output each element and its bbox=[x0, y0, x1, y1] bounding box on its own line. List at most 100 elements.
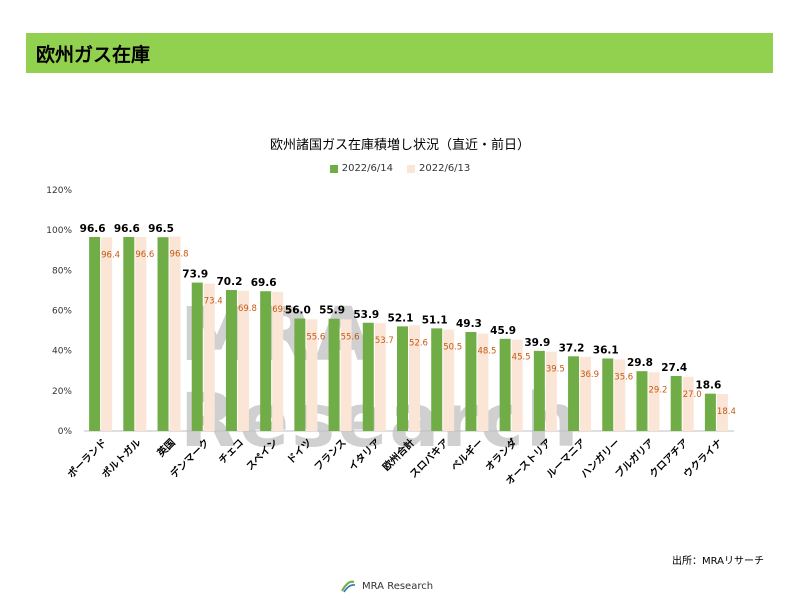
x-tick-label: オランダ bbox=[482, 436, 519, 473]
data-label-series-1: 73.9 bbox=[182, 269, 208, 281]
data-label-series-1: 27.4 bbox=[661, 362, 687, 374]
bar-series-2 bbox=[306, 319, 318, 431]
data-label-series-2: 96.4 bbox=[101, 250, 120, 260]
data-label-series-1: 52.1 bbox=[388, 312, 414, 324]
bar-series-1 bbox=[157, 237, 169, 431]
legend-swatch-series-1 bbox=[329, 164, 338, 173]
bar-series-2 bbox=[648, 372, 660, 431]
bar-series-1 bbox=[568, 356, 580, 431]
data-label-series-2: 48.5 bbox=[477, 347, 496, 357]
legend-item-series-1: 2022/6/14 bbox=[329, 163, 393, 174]
legend-label-series-2: 2022/6/13 bbox=[419, 163, 471, 174]
y-tick-label: 100% bbox=[46, 226, 72, 236]
bar-series-1 bbox=[465, 331, 477, 431]
y-tick-label: 40% bbox=[52, 347, 72, 357]
bar-series-2 bbox=[272, 291, 284, 431]
bar-series-1 bbox=[225, 290, 237, 431]
footer-brand: MRA Research bbox=[362, 580, 434, 592]
bar-series-1 bbox=[294, 318, 306, 431]
data-label-series-2: 69.8 bbox=[238, 304, 257, 314]
bar-series-2 bbox=[409, 325, 420, 431]
bar-series-2 bbox=[203, 283, 215, 431]
legend-swatch-series-2 bbox=[407, 164, 415, 173]
bar-series-2 bbox=[614, 359, 626, 431]
legend-label-series-1: 2022/6/14 bbox=[341, 163, 393, 174]
x-tick-label: チェコ bbox=[216, 437, 246, 467]
data-label-series-2: 69.3 bbox=[272, 305, 291, 315]
x-tick-label: スペイン bbox=[244, 437, 280, 473]
bar-series-2 bbox=[682, 376, 694, 431]
bar-series-1 bbox=[362, 322, 374, 431]
bar-series-1 bbox=[123, 236, 135, 431]
data-label-series-2: 55.6 bbox=[341, 332, 360, 342]
bar-series-2 bbox=[169, 236, 181, 431]
chart-title: 欧州諸国ガス在庫積増し状況（直近・前日） bbox=[269, 138, 530, 153]
page-title: 欧州ガス在庫 bbox=[36, 44, 151, 66]
data-label-series-1: 29.8 bbox=[627, 357, 653, 369]
bar-series-2 bbox=[580, 356, 592, 431]
bar-series-1 bbox=[636, 371, 648, 431]
x-tick-label: イタリア bbox=[346, 437, 382, 473]
x-tick-label: 欧州合計 bbox=[380, 436, 417, 473]
bar-series-1 bbox=[431, 328, 443, 431]
data-label-series-2: 29.2 bbox=[649, 385, 668, 395]
data-label-series-1: 96.6 bbox=[80, 223, 106, 235]
y-tick-label: 80% bbox=[52, 266, 72, 276]
source-note: 出所：MRAリサーチ bbox=[671, 556, 764, 567]
bar-series-2 bbox=[511, 339, 523, 431]
data-label-series-1: 56.0 bbox=[285, 305, 311, 317]
bar-series-1 bbox=[328, 318, 340, 431]
x-tick-label: フランス bbox=[312, 437, 349, 474]
bar-series-2 bbox=[716, 394, 728, 431]
chart-legend: 2022/6/14 2022/6/13 bbox=[0, 163, 800, 174]
data-label-series-2: 36.9 bbox=[580, 370, 599, 380]
data-label-series-1: 96.5 bbox=[148, 223, 174, 235]
data-label-series-2: 96.6 bbox=[135, 250, 154, 260]
data-label-series-1: 37.2 bbox=[559, 342, 585, 354]
bar-series-1 bbox=[499, 338, 511, 431]
footer-logo: MRA Research bbox=[340, 578, 433, 594]
x-tick-label: 英国 bbox=[154, 436, 178, 460]
bar-series-2 bbox=[374, 323, 386, 431]
data-label-series-1: 49.3 bbox=[456, 318, 482, 330]
bar-series-2 bbox=[101, 237, 113, 431]
data-label-series-1: 70.2 bbox=[216, 276, 242, 288]
bar-series-1 bbox=[533, 350, 545, 431]
data-label-series-2: 35.6 bbox=[614, 373, 633, 383]
data-label-series-1: 51.1 bbox=[422, 314, 448, 326]
y-tick-label: 120% bbox=[46, 186, 72, 196]
bar-series-1 bbox=[191, 282, 203, 431]
bar-series-1 bbox=[704, 393, 716, 431]
data-label-series-2: 45.5 bbox=[512, 353, 531, 363]
data-label-series-2: 55.6 bbox=[306, 332, 325, 342]
data-label-series-2: 53.7 bbox=[375, 336, 394, 346]
data-label-series-1: 39.9 bbox=[524, 337, 550, 349]
bar-series-2 bbox=[477, 333, 489, 431]
data-label-series-2: 27.0 bbox=[683, 390, 702, 400]
mra-logo-icon bbox=[341, 580, 356, 593]
data-label-series-1: 69.6 bbox=[251, 277, 277, 289]
y-tick-label: 0% bbox=[58, 427, 73, 437]
x-tick-label: ドイツ bbox=[285, 437, 315, 467]
y-tick-label: 60% bbox=[52, 307, 72, 317]
data-label-series-2: 18.4 bbox=[717, 407, 736, 417]
bar-series-2 bbox=[545, 351, 557, 431]
data-label-series-2: 96.8 bbox=[170, 250, 189, 260]
bar-series-1 bbox=[260, 291, 272, 431]
data-label-series-2: 50.5 bbox=[443, 343, 462, 353]
data-label-series-1: 45.9 bbox=[490, 325, 516, 337]
data-label-series-2: 73.4 bbox=[204, 297, 223, 307]
x-tick-label: ベルギー bbox=[448, 436, 485, 473]
data-label-series-1: 18.6 bbox=[695, 380, 721, 392]
legend-item-series-2: 2022/6/13 bbox=[407, 163, 470, 174]
data-label-series-1: 36.1 bbox=[593, 344, 619, 356]
data-label-series-1: 96.6 bbox=[114, 223, 140, 235]
bar-series-2 bbox=[237, 290, 249, 431]
bar-series-1 bbox=[670, 375, 682, 431]
y-tick-label: 20% bbox=[52, 387, 72, 397]
bar-series-1 bbox=[397, 326, 408, 431]
data-label-series-2: 39.5 bbox=[546, 365, 565, 375]
header-bar: 欧州ガス在庫 bbox=[26, 33, 773, 73]
data-label-series-1: 53.9 bbox=[353, 309, 379, 321]
